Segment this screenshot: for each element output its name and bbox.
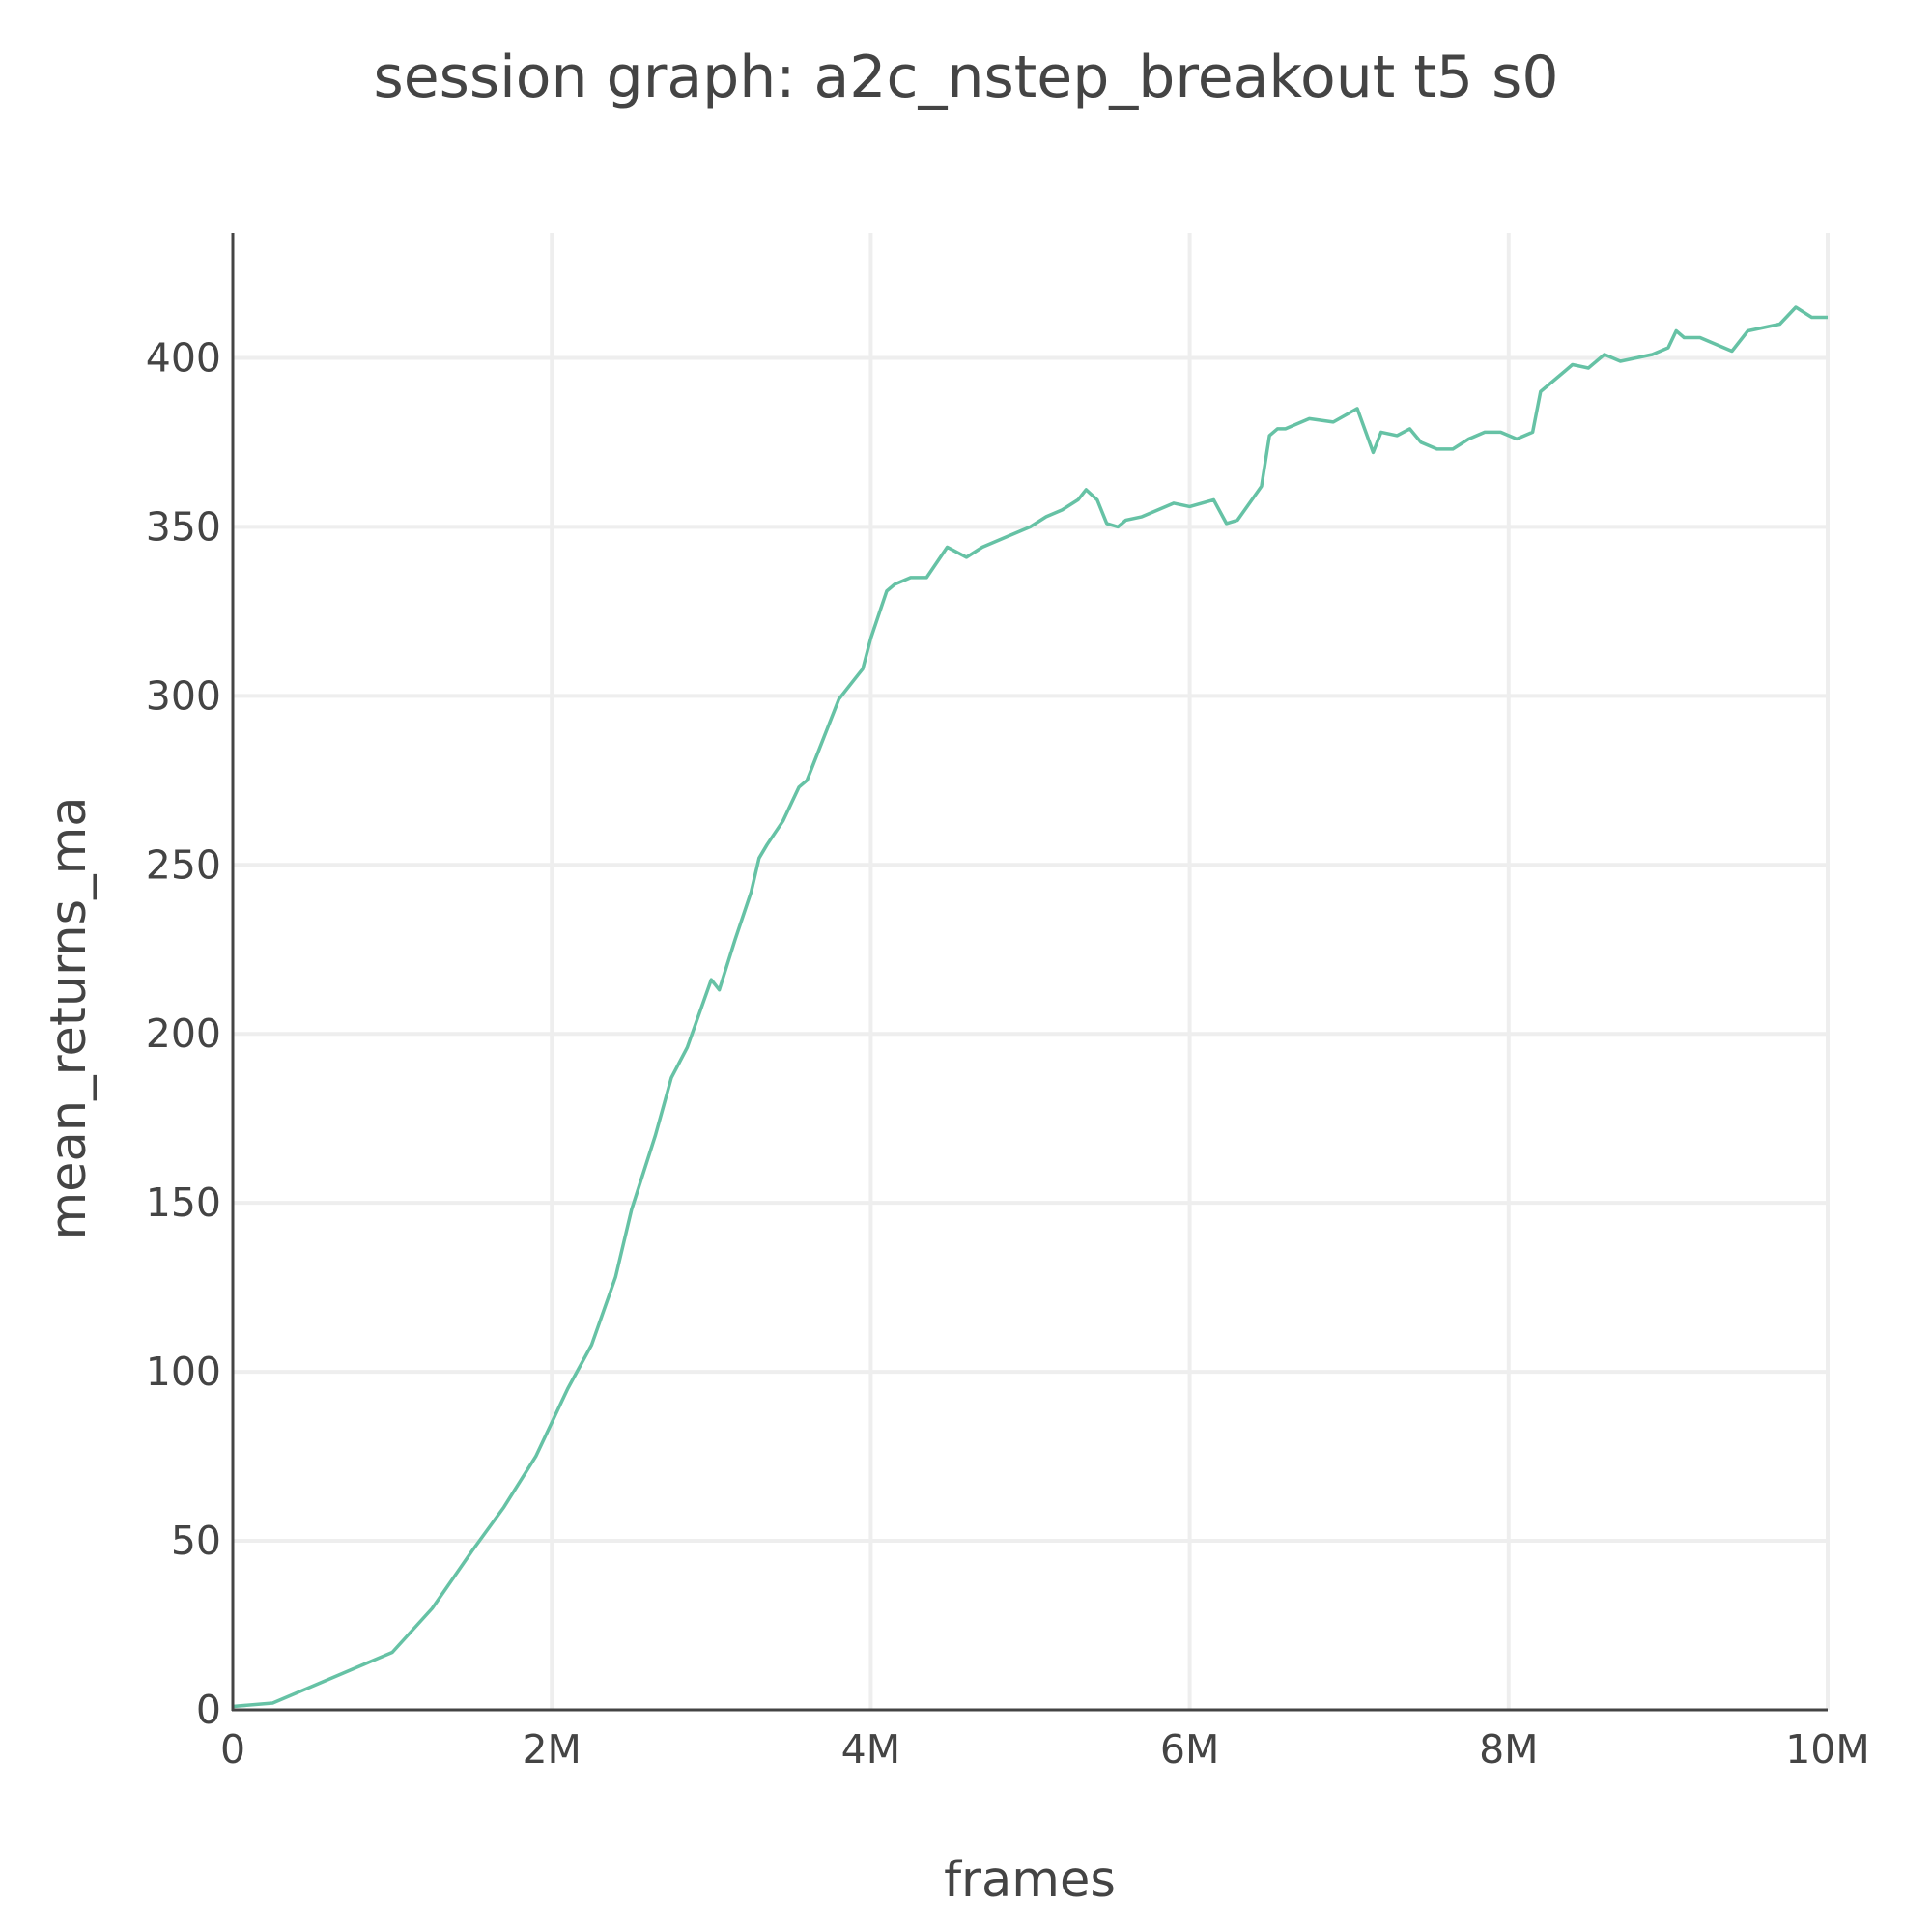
gridlines bbox=[233, 233, 1830, 1710]
y-tick-label: 100 bbox=[146, 1349, 221, 1395]
y-tick-label: 50 bbox=[171, 1518, 221, 1564]
y-tick-label: 300 bbox=[146, 672, 221, 719]
x-tick-label: 2M bbox=[522, 1726, 581, 1773]
y-tick-label: 400 bbox=[146, 334, 221, 381]
x-axis-ticks: 0 2M 4M 6M 8M 10M bbox=[220, 1726, 1870, 1773]
series-line bbox=[232, 305, 1828, 1709]
y-tick-label: 0 bbox=[196, 1687, 221, 1733]
y-tick-label: 200 bbox=[146, 1010, 221, 1057]
x-tick-label: 6M bbox=[1160, 1726, 1219, 1773]
y-tick-label: 150 bbox=[146, 1179, 221, 1226]
y-axis-title: mean_returns_ma bbox=[41, 796, 98, 1239]
x-axis-title: frames bbox=[944, 1852, 1116, 1909]
x-tick-label: 4M bbox=[841, 1726, 900, 1773]
x-tick-label: 10M bbox=[1785, 1726, 1870, 1773]
y-tick-label: 250 bbox=[146, 841, 221, 888]
x-tick-label: 8M bbox=[1479, 1726, 1538, 1773]
x-tick-label: 0 bbox=[220, 1726, 245, 1773]
chart-title: session graph: a2c_nstep_breakout t5 s0 bbox=[373, 43, 1558, 111]
y-axis-ticks: 0 50 100 150 200 250 300 350 400 bbox=[146, 334, 221, 1733]
y-tick-label: 350 bbox=[146, 503, 221, 550]
